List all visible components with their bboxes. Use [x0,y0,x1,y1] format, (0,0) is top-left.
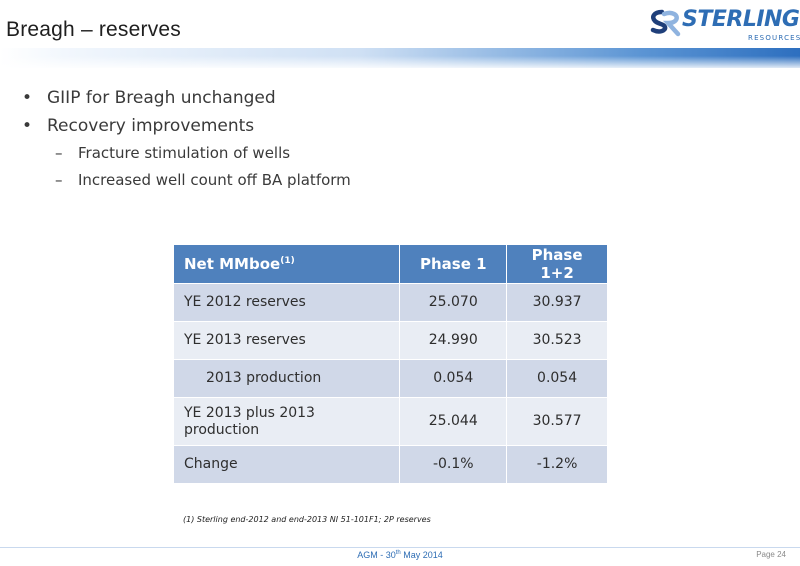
footer-event: AGM - 30th May 2014 [0,550,800,560]
table-cell: 30.937 [506,283,608,322]
footer-event-date: AGM - 30 [357,550,396,560]
table-row: Change -0.1% -1.2% [172,445,608,484]
table-row: YE 2012 reserves 25.070 30.937 [172,283,608,322]
sub-bullet-item: Fracture stimulation of wells [20,140,580,167]
footnote-marker: (1) [280,256,295,266]
column-header: Phase 1+2 [506,244,608,284]
logo-wordmark: STERLING [682,7,800,32]
table-cell: -1.2% [506,445,608,484]
table-cell: 25.044 [399,397,508,446]
row-label: 2013 production [172,359,401,398]
footer-event-month: May 2014 [400,550,443,560]
header-band [0,48,800,68]
table-row: YE 2013 reserves 24.990 30.523 [172,321,608,360]
row-label: YE 2012 reserves [172,283,401,322]
table-cell: 30.523 [506,321,608,360]
table-cell: 25.070 [399,283,508,322]
table-cell: 0.054 [399,359,508,398]
reserves-table: Net MMboe(1) Phase 1 Phase 1+2 YE 2012 r… [172,244,608,484]
table-footnote: (1) Sterling end-2012 and end-2013 NI 51… [183,515,431,524]
sr-monogram-icon [650,9,681,37]
sub-bullet-item: Increased well count off BA platform [20,167,580,194]
sterling-logo: STERLING RESOURCES [648,6,800,46]
bullet-list: GIIP for Breagh unchanged Recovery impro… [20,84,580,194]
row-label: Change [172,445,401,484]
table-cell: 24.990 [399,321,508,360]
row-label: YE 2013 plus 2013 production [172,397,401,446]
table-cell: -0.1% [399,445,508,484]
table-cell: 0.054 [506,359,608,398]
footer-divider [0,547,800,548]
table-row: YE 2013 plus 2013 production 25.044 30.5… [172,397,608,446]
column-header: Phase 1 [399,244,508,284]
row-label: YE 2013 reserves [172,321,401,360]
logo-subtitle: RESOURCES [748,34,800,42]
column-header: Net MMboe(1) [172,244,401,284]
footer-event-ordinal: th [395,550,401,556]
table-header-row: Net MMboe(1) Phase 1 Phase 1+2 [172,244,608,284]
bullet-item: Recovery improvements [20,112,580,140]
bullet-item: GIIP for Breagh unchanged [20,84,580,112]
slide-title: Breagh – reserves [6,18,181,41]
column-header-label: Net MMboe [184,255,281,273]
table-row: 2013 production 0.054 0.054 [172,359,608,398]
page-number: Page 24 [756,550,786,559]
table-cell: 30.577 [506,397,608,446]
